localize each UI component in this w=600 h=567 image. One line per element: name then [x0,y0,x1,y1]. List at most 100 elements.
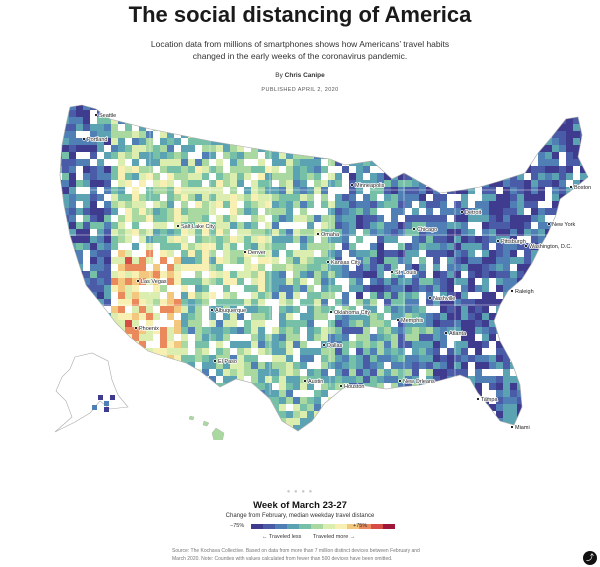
county-cell[interactable] [160,152,167,159]
county-cell[interactable] [482,208,489,215]
county-cell[interactable] [146,173,153,180]
county-cell[interactable] [160,306,167,313]
county-cell[interactable] [174,341,181,348]
county-cell[interactable] [461,299,468,306]
county-cell[interactable] [468,117,475,124]
county-cell[interactable] [587,201,594,208]
county-cell[interactable] [426,432,433,439]
county-cell[interactable] [209,313,216,320]
county-cell[interactable] [321,236,328,243]
county-cell[interactable] [489,327,496,334]
county-cell[interactable] [237,278,244,285]
county-cell[interactable] [531,110,538,117]
county-cell[interactable] [433,341,440,348]
county-cell[interactable] [433,124,440,131]
county-cell[interactable] [83,159,90,166]
county-cell[interactable] [342,117,349,124]
county-cell[interactable] [244,397,251,404]
county-cell[interactable] [55,334,62,341]
county-cell[interactable] [538,425,545,432]
county-cell[interactable] [405,397,412,404]
county-cell[interactable] [503,145,510,152]
county-cell[interactable] [321,348,328,355]
county-cell[interactable] [426,201,433,208]
county-cell[interactable] [111,201,118,208]
county-cell[interactable] [125,257,132,264]
county-cell[interactable] [69,166,76,173]
county-cell[interactable] [419,278,426,285]
county-cell[interactable] [83,110,90,117]
county-cell[interactable] [559,299,566,306]
county-cell[interactable] [391,355,398,362]
county-cell[interactable] [552,201,559,208]
county-cell[interactable] [412,418,419,425]
county-cell[interactable] [118,131,125,138]
county-cell[interactable] [391,208,398,215]
county-cell[interactable] [202,138,209,145]
county-cell[interactable] [433,159,440,166]
county-cell[interactable] [328,306,335,313]
county-cell[interactable] [202,222,209,229]
county-cell[interactable] [489,264,496,271]
county-cell[interactable] [454,425,461,432]
county-cell[interactable] [370,376,377,383]
county-cell[interactable] [531,327,538,334]
county-cell[interactable] [209,145,216,152]
county-cell[interactable] [335,229,342,236]
county-cell[interactable] [454,292,461,299]
county-cell[interactable] [223,397,230,404]
county-cell[interactable] [139,145,146,152]
county-cell[interactable] [237,236,244,243]
county-cell[interactable] [188,257,195,264]
county-cell[interactable] [174,432,181,439]
county-cell[interactable] [552,278,559,285]
county-cell[interactable] [293,425,300,432]
county-cell[interactable] [384,131,391,138]
county-cell[interactable] [202,348,209,355]
county-cell[interactable] [251,404,258,411]
county-cell[interactable] [412,425,419,432]
county-cell[interactable] [286,117,293,124]
county-cell[interactable] [104,418,111,425]
county-cell[interactable] [356,285,363,292]
county-cell[interactable] [202,159,209,166]
county-cell[interactable] [559,376,566,383]
county-cell[interactable] [139,124,146,131]
county-cell[interactable] [538,215,545,222]
county-cell[interactable] [517,348,524,355]
county-cell[interactable] [447,152,454,159]
county-cell[interactable] [279,320,286,327]
county-cell[interactable] [384,103,391,110]
county-cell[interactable] [76,236,83,243]
county-cell[interactable] [454,355,461,362]
county-cell[interactable] [454,264,461,271]
county-cell[interactable] [412,236,419,243]
county-cell[interactable] [503,327,510,334]
county-cell[interactable] [391,334,398,341]
county-cell[interactable] [363,369,370,376]
county-cell[interactable] [440,418,447,425]
county-cell[interactable] [433,376,440,383]
county-cell[interactable] [244,425,251,432]
county-cell[interactable] [104,271,111,278]
county-cell[interactable] [328,264,335,271]
county-cell[interactable] [461,369,468,376]
county-cell[interactable] [524,418,531,425]
county-cell[interactable] [356,376,363,383]
county-cell[interactable] [412,397,419,404]
county-cell[interactable] [139,194,146,201]
county-cell[interactable] [188,362,195,369]
county-cell[interactable] [440,222,447,229]
county-cell[interactable] [104,334,111,341]
county-cell[interactable] [167,166,174,173]
county-cell[interactable] [524,278,531,285]
county-cell[interactable] [202,292,209,299]
county-cell[interactable] [517,397,524,404]
county-cell[interactable] [195,383,202,390]
county-cell[interactable] [538,369,545,376]
county-cell[interactable] [139,264,146,271]
county-cell[interactable] [265,124,272,131]
county-cell[interactable] [461,355,468,362]
county-cell[interactable] [349,278,356,285]
county-cell[interactable] [153,215,160,222]
